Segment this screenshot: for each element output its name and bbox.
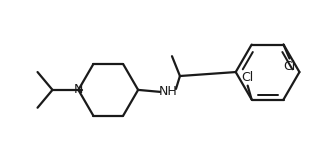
Text: NH: NH [159,85,177,98]
Text: Cl: Cl [241,71,254,84]
Text: Cl: Cl [283,60,296,73]
Text: N: N [74,83,83,96]
